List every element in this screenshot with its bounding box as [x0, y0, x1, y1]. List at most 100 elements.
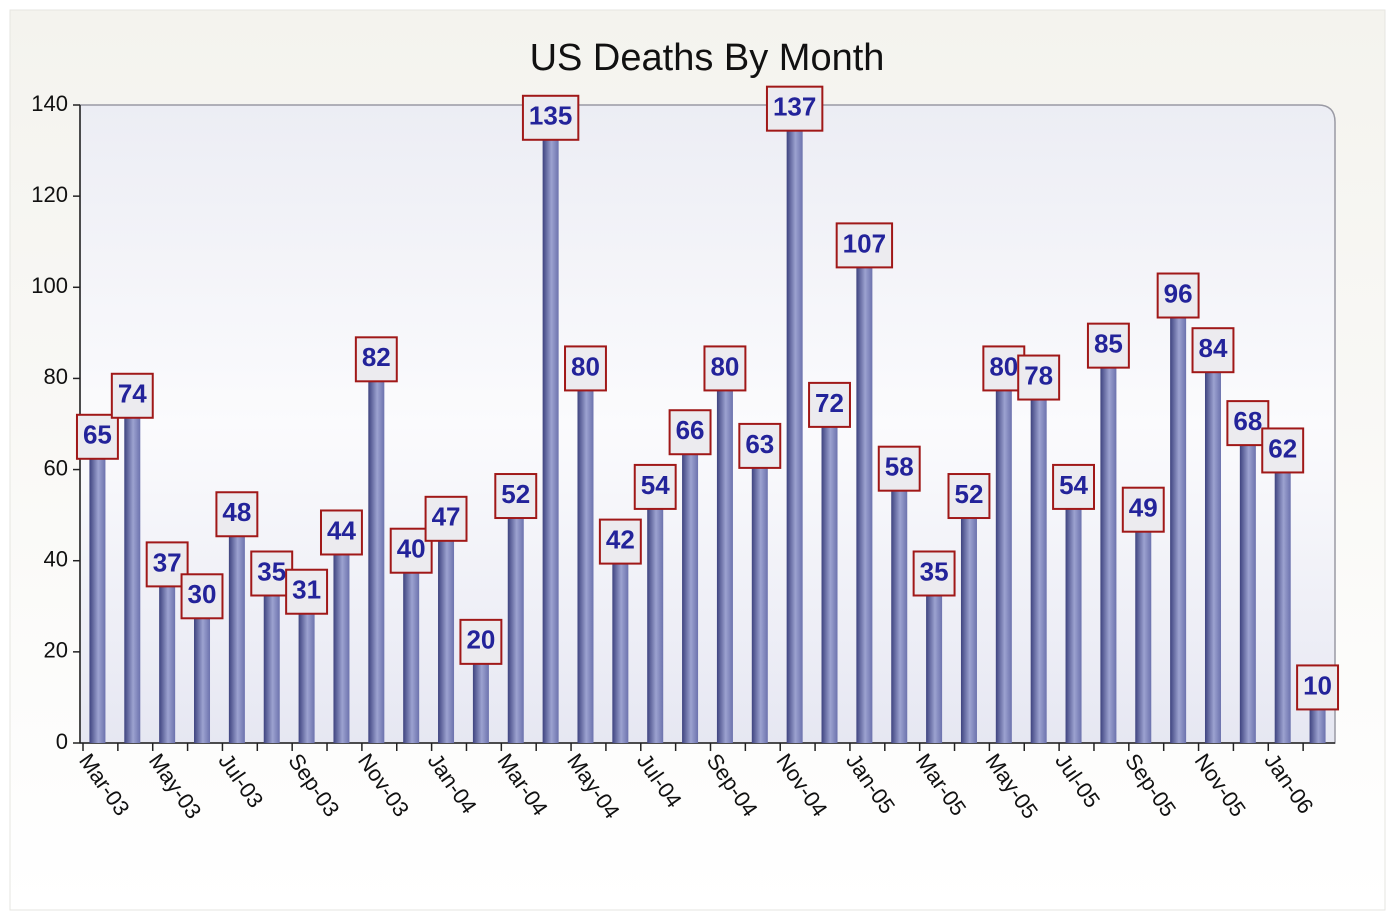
value-label-text: 137: [773, 92, 816, 122]
bar: [194, 606, 211, 743]
bar: [926, 583, 943, 743]
value-label-box: [835, 222, 894, 269]
value-label: 80: [703, 345, 747, 392]
value-label-text: 49: [1129, 493, 1158, 523]
value-label: 65: [75, 413, 119, 460]
bar: [263, 583, 280, 743]
bar: [1239, 433, 1256, 743]
value-label-text: 20: [466, 625, 495, 655]
value-label-text: 72: [815, 388, 844, 418]
value-label-box: [1121, 486, 1165, 533]
value-label-box: [521, 94, 580, 141]
value-label-box: [1052, 463, 1096, 510]
value-label-text: 48: [222, 497, 251, 527]
value-label-box: [912, 550, 956, 597]
bar: [124, 405, 141, 743]
value-label: 52: [494, 473, 538, 520]
value-label-text: 135: [529, 101, 572, 131]
value-label: 47: [424, 495, 468, 542]
bar: [682, 442, 699, 743]
value-label-text: 82: [362, 342, 391, 372]
value-label: 44: [319, 509, 363, 556]
value-label-text: 80: [571, 351, 600, 381]
bar: [1065, 496, 1082, 743]
value-label: 85: [1086, 322, 1130, 369]
bar: [438, 528, 455, 743]
bar: [1204, 360, 1221, 743]
chart-title: US Deaths By Month: [530, 37, 885, 79]
y-tick-label: 140: [31, 91, 68, 116]
bar: [1030, 387, 1047, 743]
bar: [403, 560, 420, 743]
value-label: 96: [1156, 272, 1200, 319]
value-label-box: [75, 413, 119, 460]
value-label-text: 84: [1199, 333, 1228, 363]
value-label-text: 44: [327, 515, 356, 545]
value-label: 20: [459, 618, 503, 665]
value-label-box: [877, 445, 921, 492]
bar: [298, 601, 315, 743]
bar: [716, 378, 733, 743]
value-label: 66: [668, 409, 712, 456]
value-label-box: [1086, 322, 1130, 369]
bar: [786, 118, 803, 743]
value-label-text: 54: [641, 470, 670, 500]
value-label: 84: [1191, 327, 1235, 374]
y-tick-label: 100: [31, 273, 68, 298]
value-label: 80: [564, 345, 607, 392]
value-label: 82: [354, 336, 398, 383]
value-label-box: [285, 568, 329, 615]
value-label-box: [1296, 664, 1340, 711]
value-label-box: [765, 85, 824, 132]
bar: [995, 378, 1012, 743]
value-label: 54: [1052, 463, 1096, 510]
value-label-text: 42: [606, 524, 635, 554]
value-label-box: [564, 345, 607, 392]
bar: [647, 496, 664, 743]
value-label-text: 30: [188, 579, 217, 609]
value-label: 72: [808, 381, 851, 428]
bar: [507, 506, 524, 743]
bar: [751, 455, 768, 743]
value-label-box: [319, 509, 363, 556]
value-label-box: [668, 409, 712, 456]
value-label-text: 10: [1303, 670, 1332, 700]
value-label: 137: [765, 85, 824, 132]
value-label-text: 47: [432, 502, 461, 532]
bar: [577, 378, 594, 743]
value-label: 74: [110, 372, 154, 419]
value-label-box: [354, 336, 398, 383]
y-tick-label: 120: [31, 182, 68, 207]
value-label-text: 74: [118, 379, 147, 409]
bar: [1100, 355, 1117, 743]
bar: [472, 651, 489, 743]
value-label: 62: [1261, 427, 1305, 474]
bar: [333, 542, 350, 743]
bar: [960, 506, 977, 743]
value-label: 58: [877, 445, 921, 492]
value-label-box: [459, 618, 503, 665]
value-label-box: [1191, 327, 1235, 374]
value-label: 10: [1296, 664, 1340, 711]
value-label: 35: [250, 550, 294, 597]
value-label-text: 35: [920, 556, 949, 586]
value-label-text: 37: [153, 547, 182, 577]
value-label-text: 58: [885, 452, 914, 482]
bar: [159, 574, 176, 743]
bar: [612, 551, 629, 743]
value-label: 35: [912, 550, 956, 597]
value-label-box: [633, 463, 677, 510]
value-label: 135: [521, 94, 580, 141]
value-label: 54: [633, 463, 677, 510]
value-label: 48: [215, 491, 259, 538]
bar: [821, 414, 838, 743]
value-label: 42: [598, 518, 642, 565]
value-label-box: [424, 495, 468, 542]
bar: [1135, 519, 1152, 743]
value-label-box: [947, 473, 991, 520]
value-label-box: [703, 345, 747, 392]
value-label: 49: [1121, 486, 1165, 533]
value-label-text: 78: [1024, 360, 1053, 390]
value-label: 30: [180, 573, 224, 620]
